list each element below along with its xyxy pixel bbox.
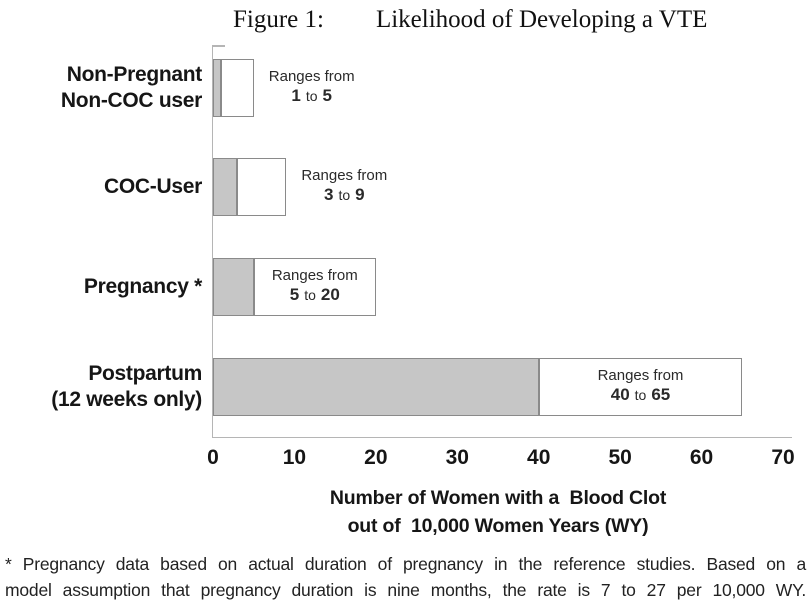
range-min-value: 1	[291, 86, 301, 105]
y-axis-top-tick	[211, 45, 225, 47]
range-annotation-intro: Ranges from	[268, 68, 355, 85]
x-tick-label: 20	[364, 446, 388, 469]
bar-segment-range	[253, 258, 376, 316]
x-axis-label-line2: out of 10,000 Women Years (WY)	[347, 515, 649, 537]
category-label-line: Non-Pregnant	[66, 63, 203, 86]
category-label: Pregnancy *	[0, 258, 202, 316]
x-axis-label: Number of Women with a Blood Clot out of…	[213, 484, 783, 540]
x-axis-line	[211, 436, 792, 438]
range-annotation-intro: Ranges from	[271, 267, 358, 284]
range-min-value: 3	[323, 185, 334, 204]
range-annotation-intro: Ranges from	[597, 367, 684, 384]
range-annotation-values: 40 to 65	[598, 385, 684, 406]
bar-segment-range	[237, 158, 287, 216]
bar-segment-low	[213, 59, 222, 117]
x-tick-label: 40	[527, 446, 551, 469]
figure-title-text: Likelihood of Developing a VTE	[375, 6, 708, 33]
footnote-line2: model assumption that pregnancy duration…	[5, 580, 806, 600]
y-axis-line	[211, 45, 213, 438]
footnote-line1: * Pregnancy data based on actual duratio…	[5, 554, 806, 574]
range-max-value: 20	[320, 285, 340, 304]
category-label-line: Pregnancy *	[83, 275, 202, 298]
range-connector: to	[305, 88, 318, 104]
range-max-value: 9	[355, 185, 365, 204]
figure-title: Figure 1: Likelihood of Developing a VTE	[233, 6, 707, 34]
bar-segment-low	[213, 258, 254, 316]
category-label-line: COC-User	[104, 175, 202, 198]
range-annotation-values: 1 to 5	[262, 86, 362, 107]
x-tick-label: 50	[608, 446, 632, 469]
x-tick-label: 30	[445, 446, 469, 469]
range-annotation: Ranges from 3 to 9	[294, 167, 394, 206]
footnote: * Pregnancy data based on actual duratio…	[5, 551, 806, 603]
bar-segment-range	[221, 59, 254, 117]
range-max-value: 5	[322, 86, 333, 105]
x-tick-label: 60	[689, 446, 714, 469]
range-annotation: Ranges from 5 to 20	[272, 267, 358, 306]
range-min-value: 40	[610, 385, 630, 404]
category-label: COC-User	[0, 158, 202, 216]
range-min-value: 5	[289, 285, 300, 304]
bar-segment-low	[213, 158, 238, 216]
x-axis-label-line1: Number of Women with a Blood Clot	[329, 487, 667, 509]
range-connector: to	[338, 187, 351, 203]
x-tick-label: 10	[282, 446, 307, 469]
bar-segment-low	[213, 358, 539, 416]
range-max-value: 65	[651, 385, 671, 404]
range-annotation: Ranges from 40 to 65	[598, 367, 684, 406]
range-connector: to	[634, 387, 647, 403]
category-label-line: (12 weeks only)	[51, 388, 202, 411]
range-connector: to	[304, 287, 316, 303]
category-label-line: Non-COC user	[60, 89, 202, 112]
range-annotation-intro: Ranges from	[301, 167, 388, 184]
bar-segment-range	[538, 358, 743, 416]
x-tick-label: 70	[771, 446, 795, 469]
x-tick-label: 0	[207, 446, 219, 469]
category-label: Non-Pregnant Non-COC user	[0, 59, 202, 117]
range-annotation-values: 3 to 9	[294, 185, 394, 206]
figure-label: Figure 1:	[233, 6, 324, 33]
category-label-line: Postpartum	[88, 362, 202, 385]
range-annotation: Ranges from 1 to 5	[262, 68, 362, 107]
category-label: Postpartum (12 weeks only)	[0, 358, 202, 416]
range-annotation-values: 5 to 20	[272, 285, 358, 306]
